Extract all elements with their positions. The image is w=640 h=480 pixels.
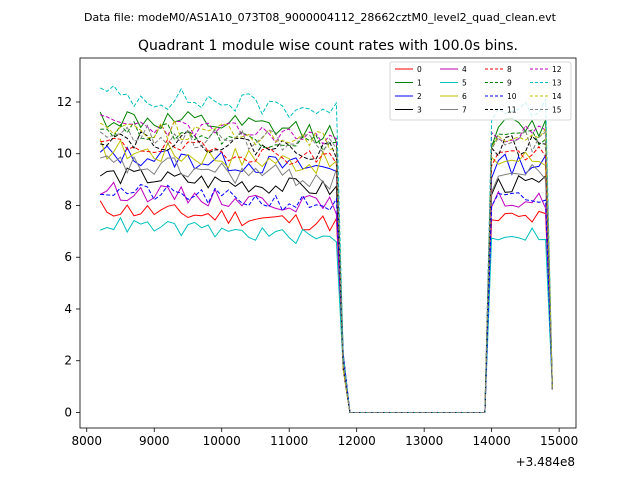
series-line-15 (99, 124, 553, 413)
suptitle: Data file: modeM0/AS1A10_073T08_90000041… (84, 11, 557, 24)
legend-label-4: 4 (462, 65, 467, 74)
chart-title: Quadrant 1 module wise count rates with … (138, 38, 518, 54)
plot-series (99, 85, 553, 413)
legend-label-8: 8 (507, 65, 512, 74)
legend-label-1: 1 (417, 79, 422, 88)
x-tick-label: 14000 (473, 434, 511, 448)
series-line-0 (99, 200, 553, 413)
y-tick-label: 12 (57, 95, 72, 109)
x-tick-label: 10000 (203, 434, 241, 448)
y-tick-label: 6 (64, 250, 72, 264)
x-tick-label: 9000 (139, 434, 170, 448)
series-line-10 (100, 183, 553, 413)
legend-label-13: 13 (552, 79, 562, 88)
legend-label-14: 14 (552, 92, 562, 101)
legend-label-10: 10 (507, 92, 517, 101)
x-tick-label: 12000 (338, 434, 376, 448)
series-line-6 (99, 138, 553, 413)
series-line-5 (100, 216, 553, 413)
x-tick-label: 15000 (540, 434, 578, 448)
legend-label-15: 15 (552, 106, 562, 115)
y-tick-label: 2 (64, 354, 72, 368)
legend-label-12: 12 (552, 65, 562, 74)
series-line-4 (99, 181, 553, 413)
series-line-11 (100, 130, 553, 413)
legend-label-9: 9 (507, 79, 512, 88)
x-tick-label: 13000 (405, 434, 443, 448)
y-tick-label: 10 (57, 147, 72, 161)
legend-label-11: 11 (507, 106, 517, 115)
x-tick-label: 8000 (71, 434, 102, 448)
x-tick-label: 11000 (270, 434, 308, 448)
y-tick-label: 0 (64, 405, 72, 419)
legend-label-2: 2 (417, 92, 422, 101)
legend-box (389, 61, 572, 121)
series-line-14 (99, 118, 553, 413)
plot-frame (79, 57, 577, 429)
legend-label-3: 3 (417, 106, 422, 115)
legend-label-6: 6 (462, 92, 467, 101)
series-line-7 (100, 155, 553, 413)
series-line-9 (100, 120, 553, 413)
series-line-8 (100, 137, 553, 413)
y-tick-label: 4 (64, 302, 72, 316)
series-line-1 (99, 110, 553, 413)
axes: 8000 9000 10000 11000 12000 13000 14000 15000 0 2… (57, 57, 578, 448)
series-line-3 (99, 167, 553, 413)
legend-label-0: 0 (417, 65, 422, 74)
legend-label-7: 7 (462, 106, 467, 115)
x-offset-label: +3.484e8 (516, 455, 575, 469)
y-tick-label: 8 (64, 198, 72, 212)
legend-label-5: 5 (462, 79, 467, 88)
